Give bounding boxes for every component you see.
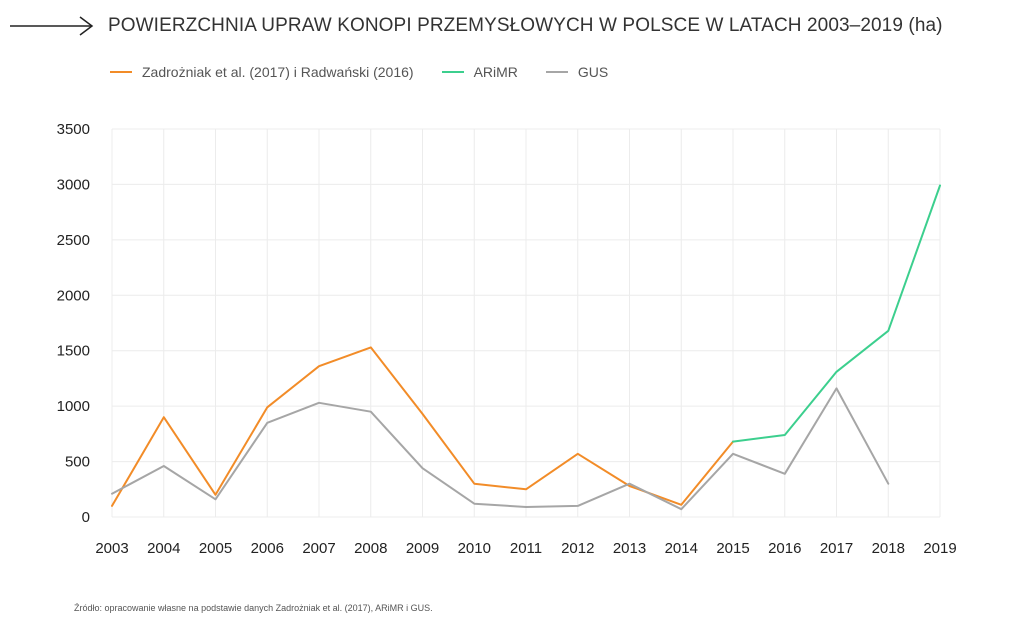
x-tick-label-2006: 2006	[251, 540, 284, 557]
x-tick-label-2019: 2019	[923, 540, 956, 557]
x-tick-label-2018: 2018	[872, 540, 905, 557]
x-tick-label-2017: 2017	[820, 540, 853, 557]
chart-header: POWIERZCHNIA UPRAW KONOPI PRZEMYSŁOWYCH …	[10, 14, 943, 38]
chart-grid	[111, 128, 941, 518]
y-axis: 0 500 1000 1500 2000 2500 3000 3500	[57, 121, 90, 526]
x-tick-label-2007: 2007	[302, 540, 335, 557]
chart-title: POWIERZCHNIA UPRAW KONOPI PRZEMYSŁOWYCH …	[108, 15, 943, 36]
legend-item-arimr: ARiMR	[441, 64, 518, 80]
legend-label-arimr: ARiMR	[473, 64, 518, 80]
x-tick-label-2003: 2003	[95, 540, 128, 557]
x-tick-label-2008: 2008	[354, 540, 387, 557]
series-line-arimr	[732, 184, 941, 443]
y-tick-label-2500: 2500	[57, 232, 90, 249]
legend-swatch-gus	[545, 71, 568, 73]
y-tick-label-3500: 3500	[57, 121, 90, 138]
x-tick-label-2013: 2013	[613, 540, 646, 557]
legend-item-gus: GUS	[545, 64, 609, 80]
x-tick-label-2015: 2015	[716, 540, 749, 557]
legend-swatch-arimr	[441, 71, 464, 73]
x-tick-label-2005: 2005	[199, 540, 232, 557]
x-tick-label-2009: 2009	[406, 540, 439, 557]
x-tick-label-2012: 2012	[561, 540, 594, 557]
source-note: Źródło: opracowanie własne na podstawie …	[74, 603, 433, 613]
y-tick-label-0: 0	[82, 509, 90, 526]
x-tick-label-2016: 2016	[768, 540, 801, 557]
y-tick-label-2000: 2000	[57, 287, 90, 304]
series-line-zadro-niak-et-al-201	[111, 346, 734, 507]
y-tick-label-3000: 3000	[57, 176, 90, 193]
legend-label-gus: GUS	[577, 64, 609, 80]
y-tick-label-500: 500	[65, 454, 90, 471]
x-tick-label-2010: 2010	[458, 540, 491, 557]
x-tick-label-2011: 2011	[510, 540, 542, 557]
legend-swatch-zadrozniak	[110, 71, 132, 73]
y-tick-label-1000: 1000	[57, 398, 90, 415]
chart-legend: Zadrożniak et al. (2017) i Radwański (20…	[110, 64, 636, 80]
y-tick-label-1500: 1500	[57, 343, 90, 360]
legend-item-zadrozniak: Zadrożniak et al. (2017) i Radwański (20…	[110, 64, 414, 80]
x-tick-label-2004: 2004	[147, 540, 180, 557]
series-line-gus	[111, 387, 890, 511]
legend-label-zadrozniak: Zadrożniak et al. (2017) i Radwański (20…	[142, 64, 414, 80]
x-tick-label-2014: 2014	[665, 540, 698, 557]
chart-series	[111, 184, 941, 511]
long-arrow-right-icon	[10, 16, 94, 36]
x-axis: 2003 2004 2005 2006 2007 2008 2009 2010 2011 2012…	[95, 540, 956, 557]
